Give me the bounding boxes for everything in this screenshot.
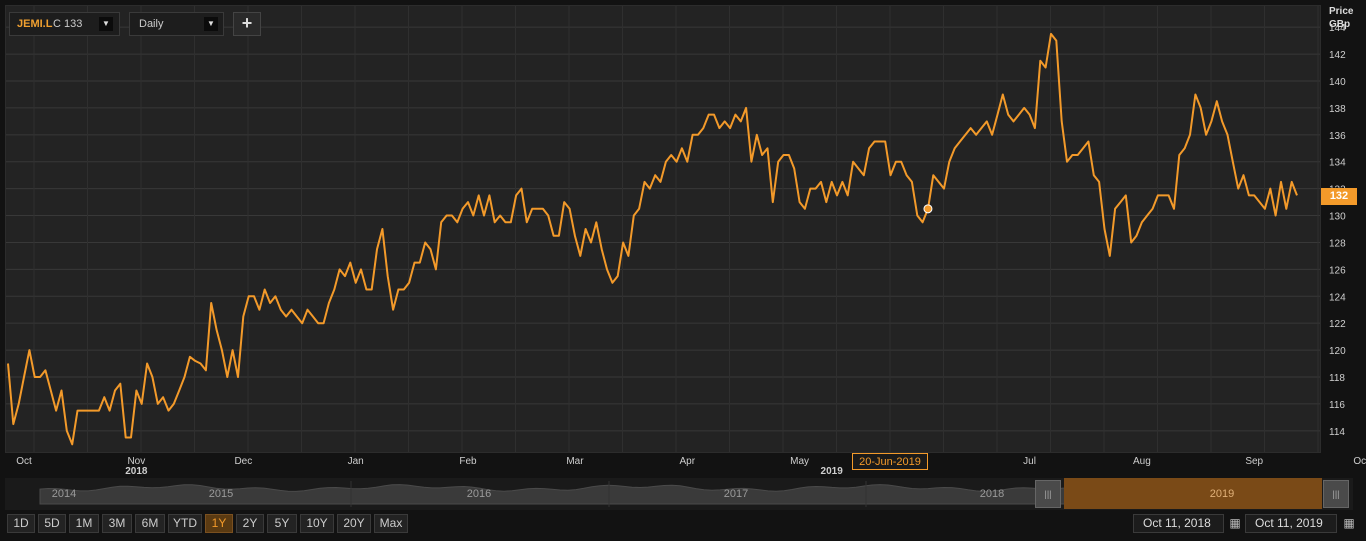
y-tick-label: 144 (1329, 23, 1346, 34)
y-tick-label: 142 (1329, 50, 1346, 61)
range-button-6m[interactable]: 6M (135, 514, 165, 533)
interval-selector[interactable]: Daily ▼ (129, 12, 224, 36)
last-price-badge: 132 (1321, 188, 1357, 205)
navigator-year-label: 2016 (467, 488, 491, 500)
symbol-selector[interactable]: JEMI.L C 133 ▼ (9, 12, 120, 36)
range-button-20y[interactable]: 20Y (337, 514, 371, 533)
highlight-point (923, 204, 933, 214)
y-tick-label: 126 (1329, 265, 1346, 276)
x-year-label: 2019 (821, 466, 844, 477)
x-tick-label: Nov (127, 456, 145, 467)
navigator-right-handle[interactable]: ||| (1323, 480, 1349, 508)
range-button-3m[interactable]: 3M (102, 514, 132, 533)
y-tick-label: 138 (1329, 104, 1346, 115)
range-button-10y[interactable]: 10Y (300, 514, 334, 533)
interval-label: Daily (139, 18, 164, 30)
range-button-max[interactable]: Max (374, 514, 408, 533)
y-tick-label: 116 (1329, 400, 1345, 411)
add-study-button[interactable]: + (233, 12, 261, 36)
price-axis-title-price: Price (1329, 6, 1354, 17)
start-date-field[interactable]: Oct 11, 2018 (1133, 514, 1224, 533)
end-date-field[interactable]: Oct 11, 2019 (1245, 514, 1337, 533)
range-button-5y[interactable]: 5Y (267, 514, 297, 533)
range-button-5d[interactable]: 5D (38, 514, 66, 533)
x-tick-label: Dec (234, 456, 252, 467)
x-tick-label: May (790, 456, 809, 467)
close-price-label: C 133 (53, 18, 83, 30)
y-tick-label: 130 (1329, 212, 1346, 223)
navigator-selected-window[interactable] (1064, 478, 1322, 509)
y-tick-label: 120 (1329, 346, 1346, 357)
y-tick-label: 128 (1329, 238, 1346, 249)
y-tick-label: 124 (1329, 292, 1346, 303)
navigator-window-year-label: 2019 (1210, 488, 1234, 500)
y-tick-label: 136 (1329, 131, 1346, 142)
price-axis-title: Price GBp (1329, 5, 1353, 31)
range-button-1y[interactable]: 1Y (205, 514, 233, 533)
x-tick-label: Sep (1245, 456, 1263, 467)
navigator-year-label: 2017 (724, 488, 748, 500)
x-year-label: 2018 (125, 466, 148, 477)
x-tick-label: Mar (566, 456, 584, 467)
x-tick-label: Jan (348, 456, 364, 467)
chevron-down-icon[interactable]: ▼ (99, 17, 113, 31)
symbol-label: JEMI.L (17, 18, 53, 30)
crosshair-date-tooltip: 20-Jun-2019 (852, 453, 928, 470)
x-tick-label: Jul (1023, 456, 1036, 467)
x-tick-label: Oct (1353, 456, 1366, 467)
range-button-1d[interactable]: 1D (7, 514, 35, 533)
price-axis-title-unit: GBp (1329, 19, 1351, 30)
x-tick-label: Apr (679, 456, 695, 467)
navigator-year-label: 2018 (980, 488, 1004, 500)
chart-plot-area[interactable] (5, 5, 1321, 453)
range-button-2y[interactable]: 2Y (236, 514, 264, 533)
y-tick-label: 140 (1329, 77, 1346, 88)
calendar-icon[interactable]: ▦ (1343, 516, 1355, 530)
y-tick-label: 122 (1329, 319, 1346, 330)
range-button-1m[interactable]: 1M (69, 514, 99, 533)
chevron-down-icon[interactable]: ▼ (204, 17, 218, 31)
x-tick-label: Feb (459, 456, 477, 467)
navigator-year-label: 2014 (52, 488, 76, 500)
x-tick-label: Oct (16, 456, 32, 467)
range-button-ytd[interactable]: YTD (168, 514, 202, 533)
y-tick-label: 118 (1329, 373, 1345, 384)
x-tick-label: Aug (1133, 456, 1151, 467)
price-line (7, 32, 1298, 446)
navigator-left-handle[interactable]: ||| (1035, 480, 1061, 508)
calendar-icon[interactable]: ▦ (1229, 516, 1241, 530)
y-tick-label: 114 (1329, 427, 1345, 438)
y-tick-label: 134 (1329, 158, 1346, 169)
navigator-year-label: 2015 (209, 488, 233, 500)
